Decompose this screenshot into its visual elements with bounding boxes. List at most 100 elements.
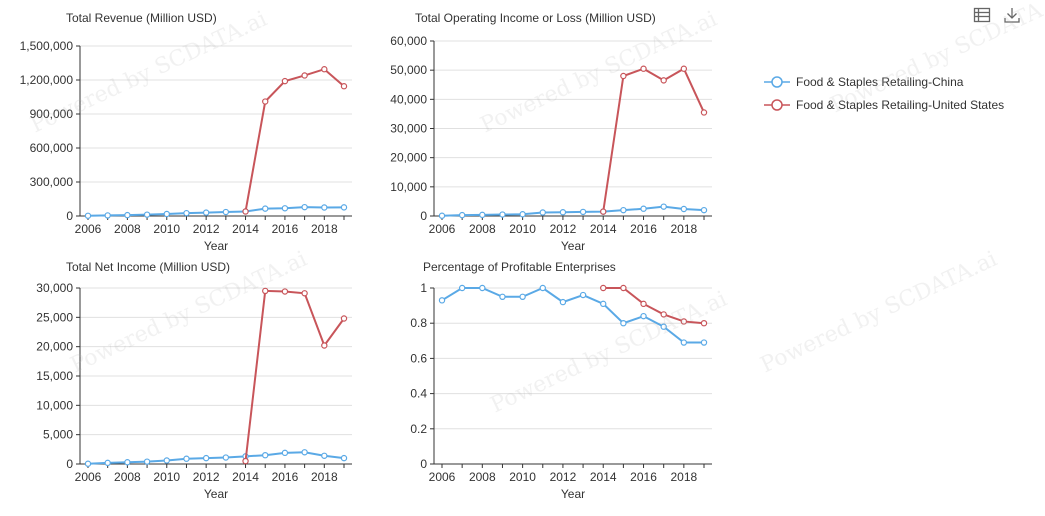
- data-point[interactable]: [183, 455, 190, 462]
- data-point[interactable]: [163, 457, 170, 464]
- data-point[interactable]: [640, 312, 647, 320]
- data-point[interactable]: [104, 212, 111, 219]
- data-point[interactable]: [84, 212, 92, 219]
- y-tick-label: 50,000: [390, 63, 427, 77]
- data-point[interactable]: [281, 449, 289, 457]
- data-point[interactable]: [202, 209, 210, 216]
- data-point[interactable]: [222, 454, 230, 461]
- data-point[interactable]: [579, 291, 587, 299]
- data-point[interactable]: [163, 210, 170, 218]
- x-tick-label: 2014: [232, 222, 259, 236]
- data-point[interactable]: [620, 72, 627, 80]
- data-point[interactable]: [340, 83, 348, 90]
- data-point[interactable]: [143, 211, 151, 218]
- data-point[interactable]: [559, 209, 567, 216]
- series-line: [244, 289, 345, 462]
- data-point[interactable]: [242, 457, 249, 465]
- data-point[interactable]: [281, 205, 289, 212]
- legend-item-united-states[interactable]: Food & Staples Retailing-United States: [764, 93, 1004, 116]
- y-tick-label: 900,000: [30, 107, 74, 121]
- data-point[interactable]: [600, 300, 607, 308]
- x-tick-label: 2012: [193, 470, 220, 484]
- data-point[interactable]: [600, 284, 607, 292]
- x-tick-label: 2016: [272, 470, 299, 484]
- data-point[interactable]: [640, 300, 647, 308]
- data-point[interactable]: [559, 298, 567, 306]
- data-point[interactable]: [579, 208, 587, 216]
- y-tick-label: 10,000: [36, 398, 73, 412]
- data-point[interactable]: [700, 339, 708, 346]
- y-tick-label: 1,200,000: [20, 73, 74, 87]
- y-tick-label: 30,000: [36, 281, 73, 295]
- data-point[interactable]: [340, 315, 348, 322]
- data-point[interactable]: [680, 318, 688, 325]
- x-tick-label: 2016: [630, 222, 657, 236]
- data-point[interactable]: [262, 287, 269, 295]
- data-point[interactable]: [620, 284, 627, 292]
- data-point[interactable]: [620, 320, 627, 327]
- data-point[interactable]: [539, 284, 546, 292]
- download-icon[interactable]: [1003, 6, 1021, 24]
- data-point[interactable]: [499, 211, 506, 218]
- x-tick-label: 2012: [550, 470, 577, 484]
- data-point[interactable]: [281, 288, 289, 295]
- data-point[interactable]: [281, 77, 289, 85]
- chart-title: Percentage of Profitable Enterprises: [423, 260, 616, 274]
- data-point[interactable]: [660, 77, 667, 84]
- data-point[interactable]: [321, 342, 328, 349]
- data-point[interactable]: [700, 320, 708, 327]
- data-point[interactable]: [104, 459, 111, 467]
- legend-marker-icon: [764, 98, 790, 111]
- data-point[interactable]: [539, 209, 546, 216]
- data-point[interactable]: [680, 65, 688, 72]
- data-point[interactable]: [660, 311, 667, 318]
- data-point[interactable]: [640, 65, 647, 72]
- data-point[interactable]: [680, 205, 688, 213]
- data-point[interactable]: [301, 290, 308, 297]
- data-point[interactable]: [458, 284, 466, 292]
- data-point[interactable]: [321, 66, 328, 73]
- data-point[interactable]: [660, 203, 667, 210]
- x-tick-label: 2008: [469, 470, 496, 484]
- data-point[interactable]: [262, 452, 269, 459]
- data-point[interactable]: [438, 297, 446, 304]
- data-point[interactable]: [242, 208, 249, 215]
- data-point[interactable]: [202, 454, 210, 462]
- data-point[interactable]: [479, 211, 486, 219]
- data-point[interactable]: [438, 212, 446, 219]
- data-point[interactable]: [700, 109, 708, 116]
- data-point[interactable]: [680, 339, 688, 346]
- y-tick-label: 15,000: [36, 369, 73, 383]
- data-point[interactable]: [499, 293, 506, 300]
- data-point[interactable]: [479, 284, 486, 292]
- data-point[interactable]: [84, 460, 92, 467]
- data-point[interactable]: [301, 449, 308, 456]
- legend-item-china[interactable]: Food & Staples Retailing-China: [764, 70, 1004, 93]
- data-point[interactable]: [640, 205, 647, 212]
- data-point[interactable]: [321, 452, 328, 459]
- data-point[interactable]: [340, 454, 348, 462]
- data-point[interactable]: [262, 205, 269, 212]
- data-point[interactable]: [124, 459, 131, 466]
- data-point[interactable]: [519, 293, 526, 300]
- data-point[interactable]: [340, 204, 348, 211]
- data-point[interactable]: [301, 72, 308, 79]
- data-point[interactable]: [262, 98, 269, 105]
- data-point[interactable]: [700, 206, 708, 214]
- data-point[interactable]: [321, 204, 328, 211]
- series-line: [87, 206, 345, 217]
- data-point[interactable]: [124, 211, 131, 219]
- data-point[interactable]: [301, 203, 308, 211]
- data-point[interactable]: [620, 206, 627, 214]
- data-point[interactable]: [183, 209, 190, 217]
- x-axis-label: Year: [561, 487, 585, 501]
- data-point[interactable]: [519, 211, 526, 218]
- chart-toolbar: [973, 6, 1021, 24]
- data-point[interactable]: [458, 211, 466, 219]
- y-tick-label: 30,000: [390, 122, 427, 136]
- data-point[interactable]: [600, 208, 607, 215]
- data-point[interactable]: [660, 323, 667, 330]
- data-view-icon[interactable]: [973, 6, 991, 24]
- data-point[interactable]: [222, 208, 230, 216]
- data-point[interactable]: [143, 458, 151, 465]
